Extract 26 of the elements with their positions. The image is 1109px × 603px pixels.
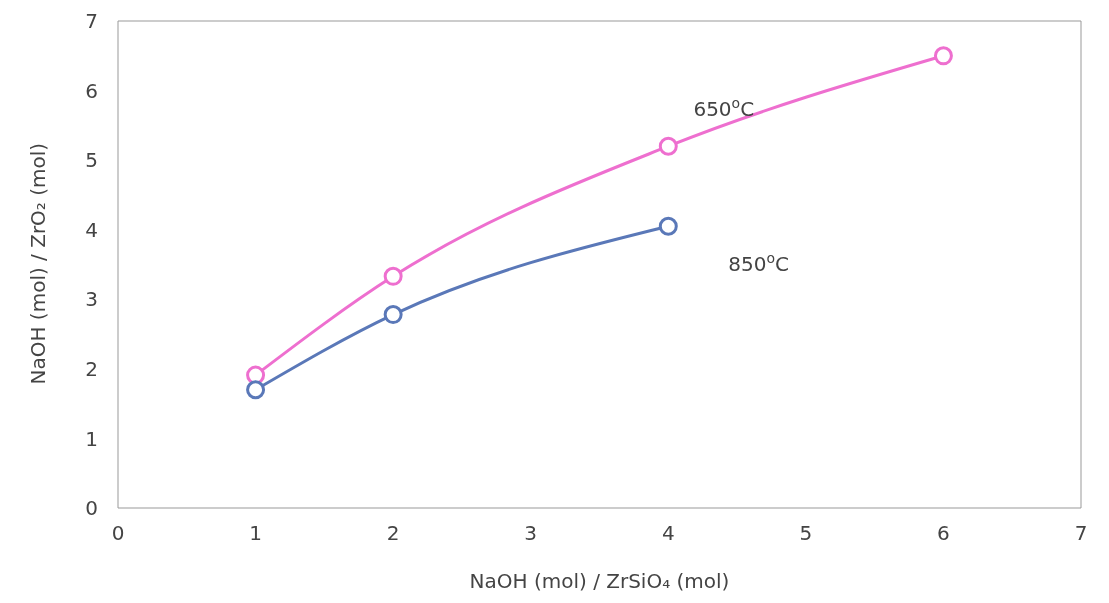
y-tick-label: 0 xyxy=(85,496,98,521)
x-tick-label: 0 xyxy=(111,521,125,546)
x-tick-label: 7 xyxy=(1074,521,1088,546)
x-axis-title: NaOH (mol) / ZrSiO₄ (mol) xyxy=(469,569,730,593)
series-label: 650$^{o}$C xyxy=(693,94,755,121)
y-tick-label: 4 xyxy=(85,217,98,242)
y-tick-label: 2 xyxy=(85,356,98,381)
x-tick-label: 6 xyxy=(937,521,950,546)
point xyxy=(246,380,266,400)
point xyxy=(383,305,403,325)
point xyxy=(658,216,678,236)
x-tick-label: 4 xyxy=(661,521,675,546)
y-tick-label: 3 xyxy=(85,287,98,312)
text: 850$^{o}$C xyxy=(728,250,790,277)
x-tick-label: 3 xyxy=(524,521,538,546)
y-axis-title: NaOH (mol) / ZrO₂ (mol) xyxy=(26,142,51,385)
y-tick-label: 5 xyxy=(85,148,98,173)
point xyxy=(658,136,678,156)
point xyxy=(933,46,953,66)
y-tick-label: 1 xyxy=(85,426,98,451)
x-tick-label: 1 xyxy=(249,521,262,546)
x-tick-label: 2 xyxy=(386,521,400,546)
y-tick-label: 6 xyxy=(85,78,98,103)
y-tick-label: 7 xyxy=(85,9,98,34)
point xyxy=(383,266,403,286)
x-tick-label: 5 xyxy=(799,521,813,546)
